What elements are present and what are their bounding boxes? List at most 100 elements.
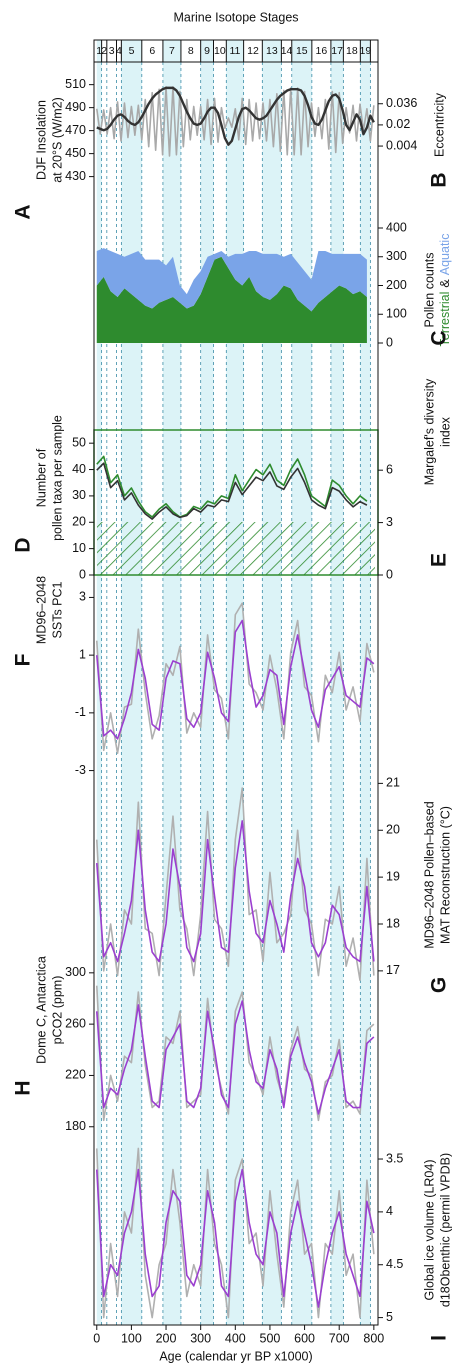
panel-letter: F (12, 653, 35, 666)
y-tick-label: 20 (72, 515, 86, 529)
line (95, 820, 375, 963)
x-tick-label: 500 (260, 1331, 281, 1345)
y-tick-label: 510 (65, 77, 86, 91)
stage-shade (121, 40, 142, 1325)
stage-shade (291, 40, 312, 1325)
x-tick-label: 600 (294, 1331, 315, 1345)
x-tick-label: 0 (93, 1331, 100, 1345)
panel-letter: A (12, 204, 35, 219)
stage-label: 5 (129, 45, 135, 57)
y-tick-label: 300 (65, 965, 86, 979)
y2-tick-label: 400 (386, 220, 407, 234)
axis-label: Eccentricity (432, 92, 446, 157)
y2-tick-label: 100 (386, 307, 407, 321)
stage-shade (226, 40, 244, 1325)
y2-tick-label: 0.036 (386, 96, 417, 110)
panel-letter: G (428, 977, 451, 993)
y-tick-label: 490 (65, 100, 86, 114)
line (95, 619, 375, 740)
axis-label: Dome C, Antarctica (34, 956, 48, 1064)
panel-letter: B (428, 172, 451, 187)
y2-tick-label: 5 (386, 1310, 393, 1324)
axis-label: d18Obenthic (permil VPDB) (438, 1153, 452, 1307)
stage-label: 7 (169, 45, 175, 57)
stage-label: 10 (214, 45, 226, 57)
line (96, 455, 368, 518)
axis-label: index (438, 416, 452, 447)
axis-label: pollen taxa per sample (50, 415, 64, 541)
stage-label: 12 (247, 45, 259, 57)
y-tick-label: -1 (75, 705, 86, 719)
y2-tick-label: 4 (386, 1204, 393, 1218)
y-tick-label: 10 (72, 541, 86, 555)
y2-tick-label: 300 (386, 249, 407, 263)
line (96, 86, 375, 146)
axis-label: SSTs PC1 (50, 581, 64, 638)
stage-label: 11 (230, 45, 241, 57)
line (95, 1000, 375, 1115)
stage-shade (330, 40, 344, 1325)
stage-label: 1 (96, 45, 102, 57)
panel-letter: H (12, 1080, 35, 1095)
panel-letter: E (428, 553, 451, 567)
y-tick-label: 3 (79, 590, 86, 604)
legend-entry: Terrestrial (438, 292, 452, 347)
frame (93, 39, 379, 1326)
y-tick-label: 450 (65, 146, 86, 160)
line (95, 1168, 375, 1308)
stage-label: 18 (346, 45, 358, 57)
x-tick-label: 700 (329, 1331, 350, 1345)
stage-label: 14 (281, 45, 293, 57)
hatched-area (97, 522, 375, 575)
y2-tick-label: 3.5 (386, 1151, 403, 1165)
x-tick-label: 300 (190, 1331, 211, 1345)
stage-label: 17 (331, 45, 343, 57)
stage-label: 13 (266, 45, 278, 57)
stage-label: 6 (149, 45, 155, 57)
y2-tick-label: 6 (386, 462, 393, 476)
stages-title: Marine Isotope Stages (173, 10, 298, 24)
x-tick-label: 400 (225, 1331, 246, 1345)
legend-entry: Aquatic (438, 234, 452, 276)
y2-tick-label: 0.004 (386, 138, 417, 152)
y2-tick-label: 3 (386, 515, 393, 529)
area (96, 248, 367, 312)
axis-label: Global ice volume (LR04) (422, 1159, 436, 1300)
stage-label: 2 (101, 45, 107, 57)
stage-shade (360, 40, 371, 1325)
y-tick-label: 40 (72, 462, 86, 476)
axis-label: Margalef's diversity (422, 378, 436, 485)
axis-label: Number of (34, 448, 48, 507)
panel-letter: C (428, 330, 451, 345)
stage-label: 8 (188, 45, 194, 57)
axis-label: MAT Reconstruction (°C) (438, 806, 452, 944)
y2-tick-label: 19 (386, 869, 400, 883)
panel-letter: D (12, 537, 35, 552)
stage-shade (200, 40, 214, 1325)
y2-tick-label: 0 (386, 567, 393, 581)
y2-tick-label: 0.02 (386, 117, 410, 131)
stage-label: 4 (116, 45, 122, 57)
axis-label: MD96–2048 (34, 576, 48, 644)
area (96, 256, 367, 343)
stage-shade (162, 40, 181, 1325)
legend-joiner: & (438, 279, 452, 288)
axis-label: DJF Insolation (34, 100, 48, 180)
stage-label: 16 (316, 45, 328, 57)
stage-label: 3 (109, 45, 115, 57)
y2-tick-label: 0 (386, 335, 393, 349)
x-tick-label: 800 (363, 1331, 384, 1345)
x-axis-title: Age (calendar yr BP x1000) (159, 1349, 312, 1363)
stage-label: 19 (360, 45, 372, 57)
y2-tick-label: 18 (386, 916, 400, 930)
y-tick-label: 470 (65, 123, 86, 137)
y-tick-label: 260 (65, 1016, 86, 1030)
y2-tick-label: 4.5 (386, 1257, 403, 1271)
y2-tick-label: 17 (386, 963, 400, 977)
y-tick-label: -3 (75, 763, 86, 777)
axis-label: pCO2 (ppm) (50, 976, 64, 1045)
line (95, 86, 375, 157)
y2-tick-label: 200 (386, 278, 407, 292)
y-tick-label: 180 (65, 1119, 86, 1133)
